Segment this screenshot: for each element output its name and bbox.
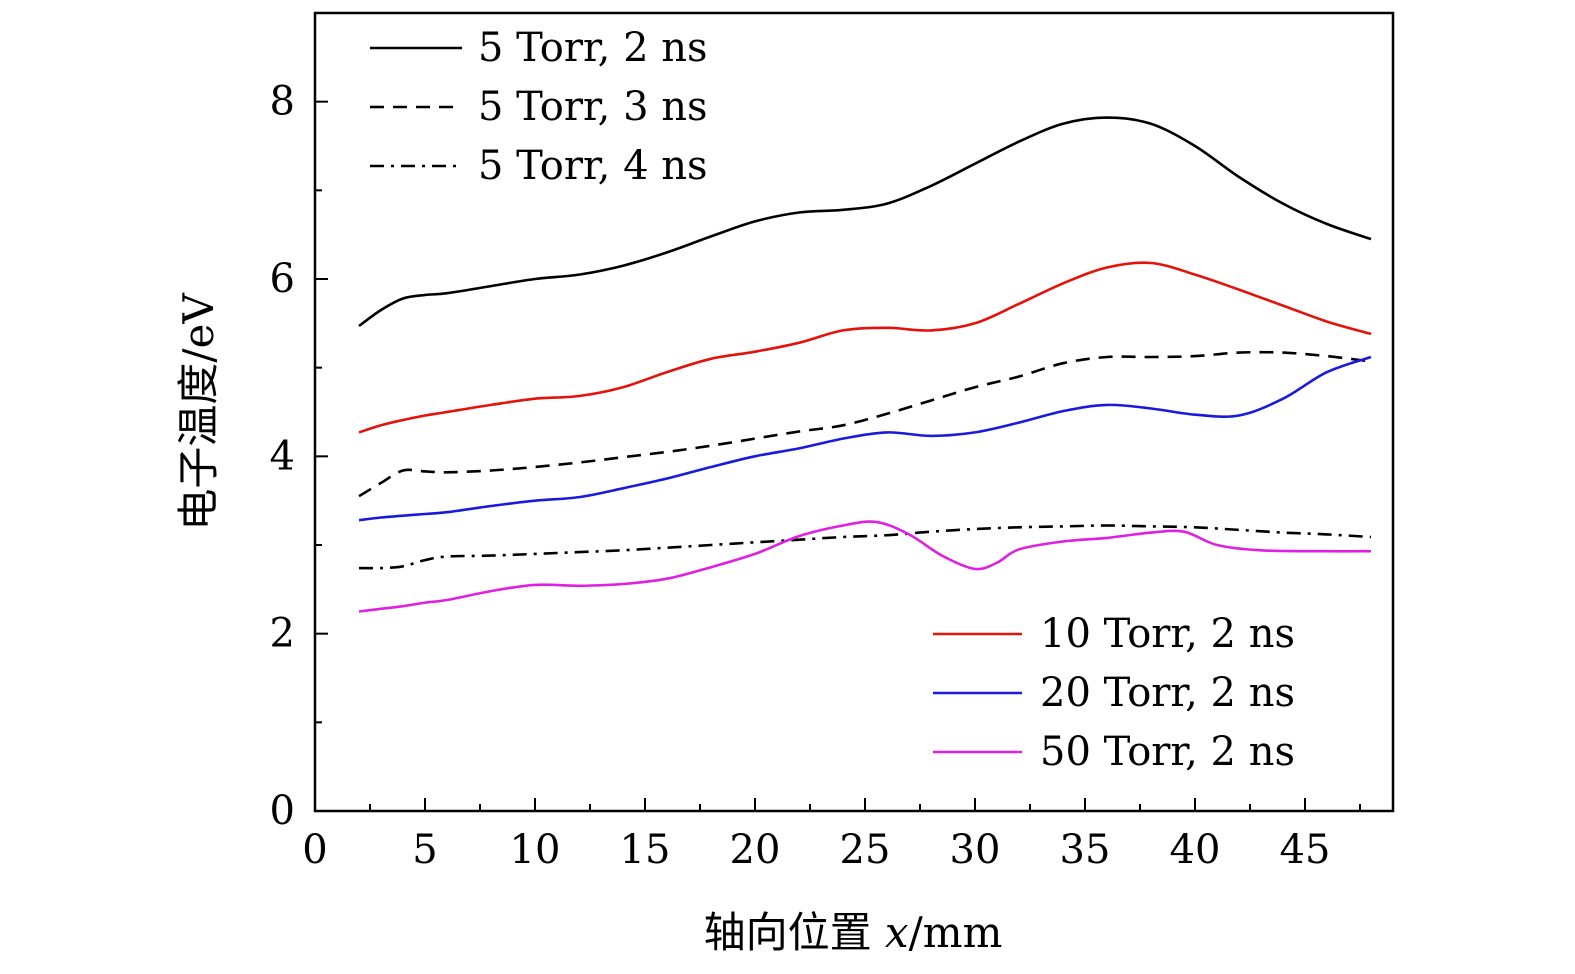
series-lines xyxy=(358,116,1372,613)
x-axis-title-unit: /mm xyxy=(909,908,1003,957)
x-axis-title-prefix: 轴向位置 xyxy=(704,908,885,957)
y-axis-title: 电子温度/eV xyxy=(174,293,223,531)
major-ticks xyxy=(314,100,1306,812)
x-axis-title: 轴向位置 x/mm xyxy=(704,908,1003,957)
x-tick-label: 35 xyxy=(1060,827,1111,873)
legend-label-10-torr-2-ns: 10 Torr, 2 ns xyxy=(1040,611,1295,657)
x-tick-label: 25 xyxy=(840,827,891,873)
legend-top-left: 5 Torr, 2 ns 5 Torr, 3 ns 5 Torr, 4 ns xyxy=(370,25,708,189)
series-line-5-torr-3-ns xyxy=(358,350,1372,498)
legend-label-50-torr-2-ns: 50 Torr, 2 ns xyxy=(1040,729,1295,775)
x-tick-label: 15 xyxy=(620,827,671,873)
y-tick-label: 4 xyxy=(270,433,295,479)
legend-label-5-torr-3-ns: 5 Torr, 3 ns xyxy=(478,84,708,130)
series-line-5-torr-2-ns xyxy=(358,116,1372,328)
x-tick-label: 30 xyxy=(950,827,1001,873)
y-tick-label: 8 xyxy=(270,79,295,125)
x-tick-label: 20 xyxy=(730,827,781,873)
y-tick-label: 2 xyxy=(270,611,295,657)
legend-bottom-right: 10 Torr, 2 ns 20 Torr, 2 ns 50 Torr, 2 ns xyxy=(933,611,1295,775)
x-axis-title-variable: x xyxy=(885,908,909,957)
tick-labels: 0 5 10 15 20 25 30 35 40 45 0 2 4 6 8 xyxy=(270,79,1331,873)
legend-label-20-torr-2-ns: 20 Torr, 2 ns xyxy=(1040,670,1295,716)
x-tick-label: 0 xyxy=(302,827,327,873)
legend-label-5-torr-2-ns: 5 Torr, 2 ns xyxy=(478,25,708,71)
x-tick-label: 5 xyxy=(412,827,437,873)
x-tick-label: 45 xyxy=(1280,827,1331,873)
series-line-10-torr-2-ns xyxy=(358,261,1372,434)
series-line-20-torr-2-ns xyxy=(358,355,1372,522)
y-tick-label: 0 xyxy=(270,788,295,834)
x-tick-label: 10 xyxy=(510,827,561,873)
series-line-5-torr-4-ns xyxy=(358,524,1372,570)
x-tick-label: 40 xyxy=(1170,827,1221,873)
legend-label-5-torr-4-ns: 5 Torr, 4 ns xyxy=(478,143,708,189)
y-tick-label: 6 xyxy=(270,256,295,302)
plot-frame xyxy=(313,11,1395,813)
series-line-50-torr-2-ns xyxy=(358,520,1372,613)
